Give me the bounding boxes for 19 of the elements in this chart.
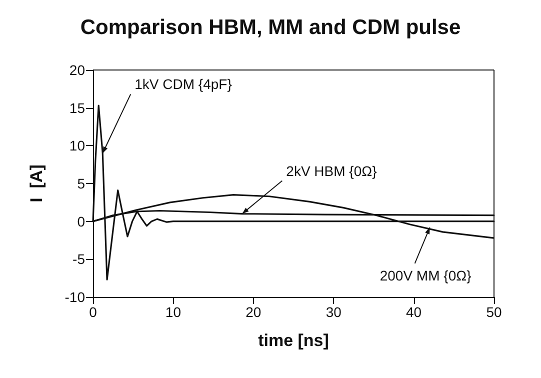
y-tick-label: -10 (64, 289, 86, 305)
y-axis-title: I [A] (27, 164, 46, 202)
y-tick-label: 10 (69, 138, 86, 154)
x-tick-label: 20 (246, 304, 262, 320)
annotation: 200V MM {0Ω} (380, 267, 472, 284)
x-tick-label: 50 (486, 304, 502, 320)
x-tick-label: 40 (406, 304, 422, 320)
x-axis-title: time [ns] (258, 331, 329, 350)
y-tick-label: 5 (77, 176, 86, 192)
y-tick-label: 0 (77, 213, 86, 230)
annotation: 2kV HBM {0Ω} (286, 162, 378, 179)
x-tick-label: 30 (326, 304, 342, 320)
y-tick-label: 15 (69, 100, 86, 116)
x-tick-label: 10 (165, 304, 182, 320)
y-tick-label: 20 (69, 62, 86, 78)
y-tick-label: -5 (72, 251, 86, 268)
chart-title: Comparison HBM, MM and CDM pulse (80, 16, 461, 39)
annotation: 1kV CDM {4pF} (134, 76, 232, 92)
x-tick-label: 0 (89, 304, 98, 320)
